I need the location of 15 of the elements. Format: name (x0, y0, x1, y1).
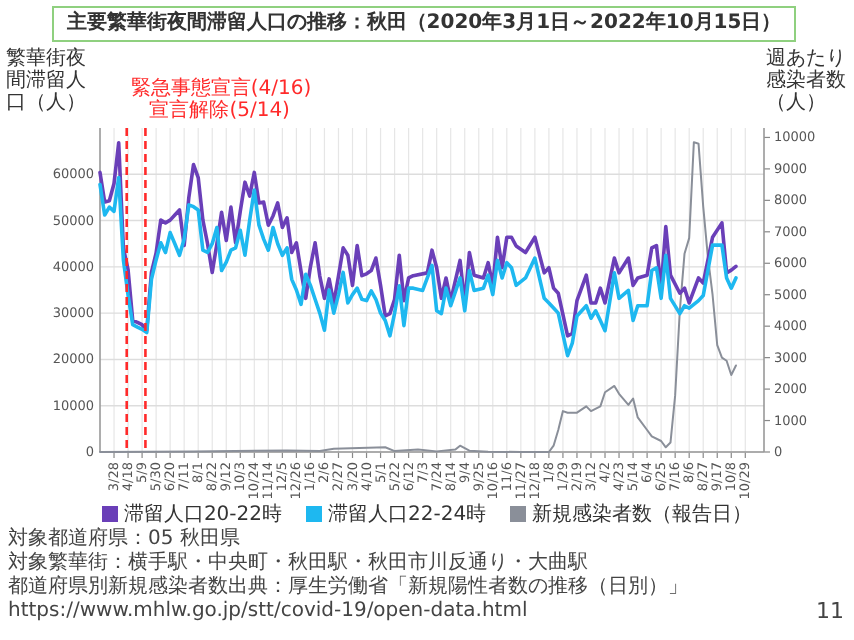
line-series (99, 141, 737, 453)
legend-label: 滞留人口22-24時 (326, 504, 487, 526)
text: 11 (816, 598, 844, 624)
text: 対象繁華街：横手駅・中央町・秋田駅・秋田市川反通り・大曲駅 (8, 552, 590, 575)
legend-label: 滞留人口20-22時 (121, 504, 282, 526)
y2-axis-title: 週あたり感染者数（人） (766, 48, 848, 114)
text: 都道府県別新規感染者数出典：厚生労働省「新規陽性者数の推移（日別）」https://www.mhlw.go.jp/stt/covid-19/open-data.html (8, 576, 690, 624)
y-axis-title: 繁華街夜間滞留人口（人） (6, 48, 88, 114)
chart-title: 主要繁華街夜間滞留人口の推移：秋田（2020年3月1日～2022年10月15日） (52, 6, 796, 42)
legend-label: 新規感染者数（報告日） (530, 504, 753, 526)
ref-line-label: 宣言解除(5/14) (149, 98, 291, 122)
text: 対象都道府県：05 秋田県 (8, 528, 242, 551)
line-series (98, 141, 738, 338)
line-series (98, 175, 738, 358)
ref-line-label: 緊急事態宣言(4/16) (130, 76, 312, 100)
